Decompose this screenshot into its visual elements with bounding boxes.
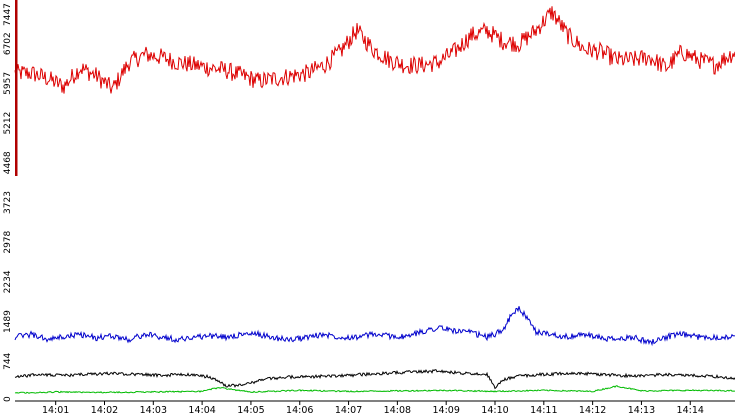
y-tick-label: 1489 [3,310,13,333]
x-tick-label: 14:09 [432,405,459,415]
red-series-marker [15,0,18,176]
x-tick-label: 14:07 [335,405,362,415]
series-line-3 [14,369,735,390]
y-tick-label: 5957 [3,72,13,95]
x-tick-label: 14:04 [188,405,215,415]
x-tick-label: 14:05 [237,405,264,415]
x-axis: 14:01 14:02 14:03 14:04 14:05 14:06 14:07 14:08… [42,401,704,415]
x-tick-label: 14:12 [579,405,606,415]
x-tick-label: 14:02 [91,405,118,415]
plot-area [14,6,735,394]
series-line-4 [14,385,735,394]
x-tick-label: 14:08 [384,405,411,415]
y-tick-label: 7447 [3,3,13,26]
y-tick-label: 744 [3,352,13,369]
series-line-2 [14,306,735,347]
y-tick-label: 0 [3,396,13,402]
x-tick-label: 14:14 [677,405,704,415]
y-tick-label: 5212 [3,112,13,135]
x-tick-label: 14:10 [481,405,508,415]
series-line-1 [14,6,735,94]
x-tick-label: 14:13 [628,405,655,415]
y-axis: 0 744 1489 2234 2978 3723 4468 5212 5957 6702 7447 [3,3,13,402]
y-tick-label: 6702 [3,32,13,55]
x-tick-label: 14:03 [140,405,167,415]
x-tick-label: 14:01 [42,405,69,415]
x-tick-label: 14:11 [530,405,557,415]
y-tick-label: 2234 [3,270,13,293]
y-tick-label: 4468 [3,151,13,174]
y-tick-label: 3723 [3,191,13,214]
y-tick-label: 2978 [3,230,13,253]
x-tick-label: 14:06 [286,405,313,415]
